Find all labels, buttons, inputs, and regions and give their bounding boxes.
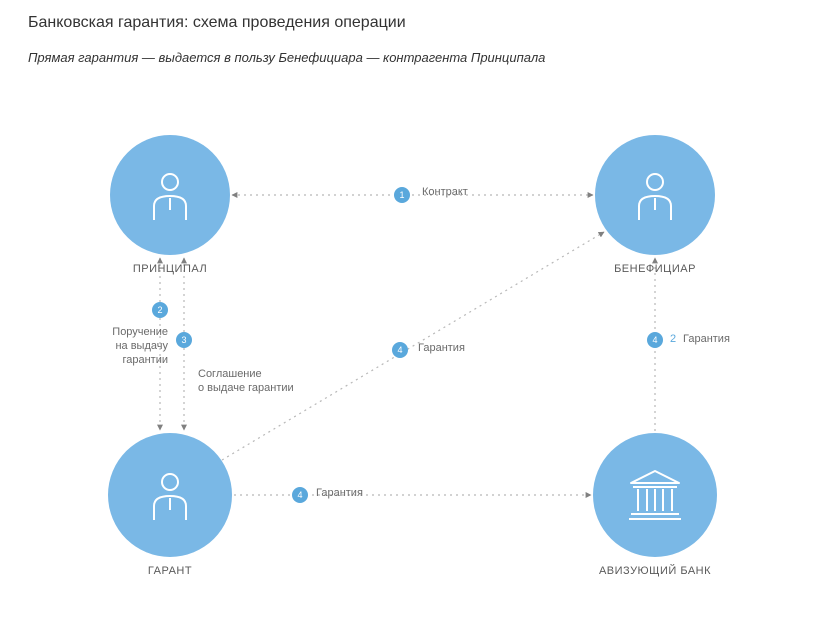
node-label-beneficiary: БЕНЕФИЦИАР [565, 263, 745, 275]
step-badge-4: 4 [647, 332, 663, 348]
edge-label: Гарантия [418, 342, 465, 356]
edge-label: Гарантия [316, 487, 363, 501]
page-title: Банковская гарантия: схема проведения оп… [28, 14, 406, 32]
node-beneficiary [595, 135, 715, 255]
node-guarantor [108, 433, 232, 557]
step-badge-1: 1 [394, 187, 410, 203]
node-principal [110, 135, 230, 255]
edge-label: Поручение на выдачу гарантии [108, 326, 168, 367]
node-label-advising: АВИЗУЮЩИЙ БАНК [565, 565, 745, 577]
step-badge-2: 2 [152, 302, 168, 318]
step-badge-3: 3 [176, 332, 192, 348]
step-badge-4: 4 [392, 342, 408, 358]
edge-label: Соглашение о выдаче гарантии [198, 368, 294, 396]
edge-label-prefix: 2 [670, 333, 676, 347]
edge-label: Гарантия [683, 333, 730, 347]
step-badge-4: 4 [292, 487, 308, 503]
node-advising [593, 433, 717, 557]
node-label-guarantor: ГАРАНТ [80, 565, 260, 577]
node-label-principal: ПРИНЦИПАЛ [80, 263, 260, 275]
edge-label: Контракт [422, 186, 468, 200]
page-subtitle: Прямая гарантия — выдается в пользу Бене… [28, 50, 545, 65]
